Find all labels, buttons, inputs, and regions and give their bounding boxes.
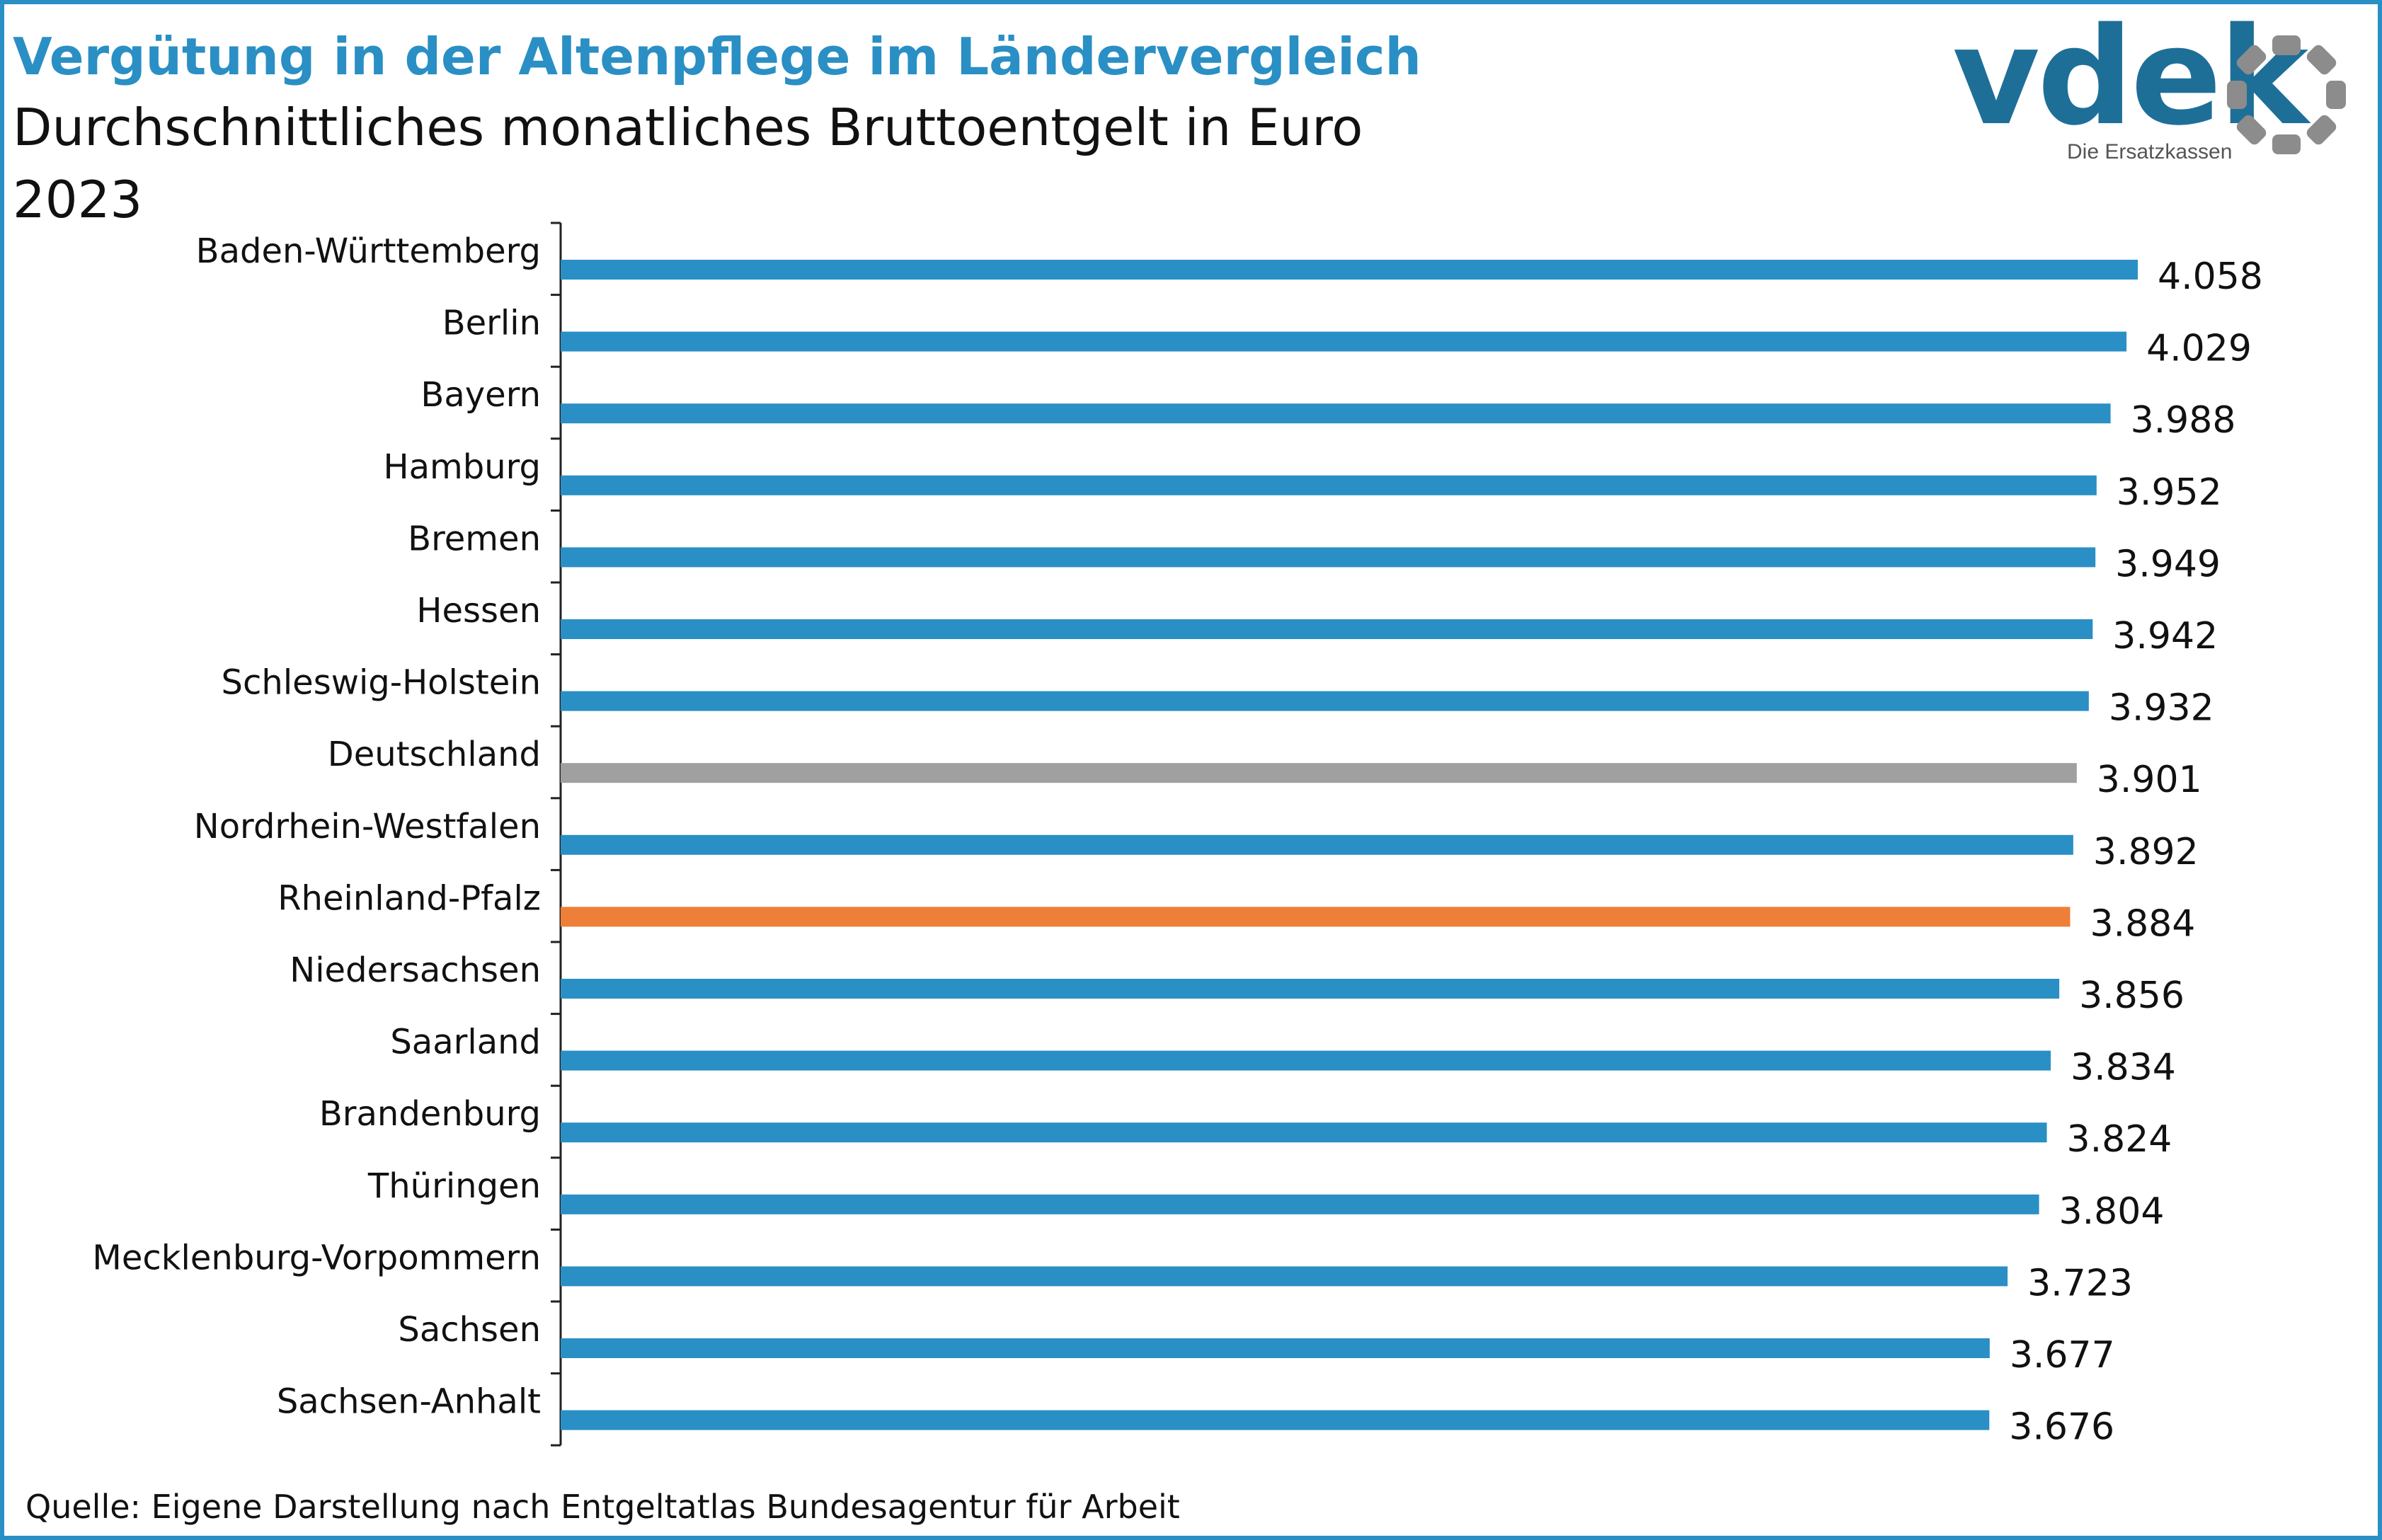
data-label: 3.723 [2027,1262,2133,1304]
bar [561,475,2097,495]
vdek-logo: vdek Die Ersatzkassen [1947,10,2357,170]
category-label: Hessen [416,591,541,631]
data-label: 3.884 [2090,902,2195,945]
category-label: Deutschland [328,735,541,774]
category-label: Berlin [442,304,541,343]
data-label: 3.901 [2097,759,2202,801]
data-label: 3.676 [2009,1406,2114,1449]
logo-ring-icon [2227,35,2346,154]
data-label: 4.029 [2146,328,2252,370]
data-label: 3.804 [2059,1190,2165,1233]
logo-tagline: Die Ersatzkassen [2067,140,2233,163]
data-label: 3.892 [2093,831,2199,873]
category-label: Saarland [390,1023,541,1062]
data-label: 3.856 [2079,975,2185,1017]
bar [561,331,2127,352]
category-label: Sachsen [398,1310,541,1350]
bar [561,403,2111,424]
data-label: 4.058 [2158,255,2263,298]
bar [561,260,2138,280]
bar [561,1050,2051,1071]
bar [561,1338,1990,1358]
chart-year: 2023 [13,170,143,229]
bar [561,1410,1990,1430]
bar [561,763,2077,783]
source-note: Quelle: Eigene Darstellung nach Entgelta… [25,1488,1180,1526]
category-label: Nordrhein-Westfalen [194,807,541,846]
chart-subtitle: Durchschnittliches monatliches Bruttoent… [13,98,1363,157]
category-label: Rheinland-Pfalz [277,878,541,918]
bar [561,547,2096,568]
bar [561,834,2073,855]
data-label: 3.834 [2071,1047,2176,1089]
bar [561,1266,2008,1287]
data-label: 3.824 [2067,1118,2172,1161]
category-label: Sachsen-Anhalt [277,1382,541,1422]
data-label: 3.988 [2131,399,2236,442]
data-label: 3.949 [2115,543,2221,585]
logo-ring-segment [2236,45,2267,75]
category-label: Hamburg [383,447,541,487]
category-label: Bremen [408,519,541,558]
logo-ring-segment [2326,81,2346,109]
bar [561,907,2071,927]
category-label: Bayern [420,375,541,415]
data-label: 3.677 [2010,1334,2115,1377]
data-label: 3.952 [2117,471,2222,514]
category-label: Brandenburg [319,1094,541,1134]
bar-chart: Baden-Württemberg 4.058 Berlin 4.029 Bayern 3… [92,222,2263,1449]
category-label: Mecklenburg-Vorpommern [92,1238,541,1277]
chart-title: Vergütung in der Altenpflege im Länderve… [13,27,1421,86]
logo-ring-segment [2306,45,2337,75]
logo-ring-segment [2272,134,2301,154]
logo-ring-segment [2272,35,2301,55]
data-label: 3.932 [2109,687,2214,730]
bar [561,979,2060,999]
category-label: Thüringen [367,1166,541,1206]
category-label: Schleswig-Holstein [222,663,541,703]
data-label: 3.942 [2112,615,2218,657]
logo-ring-segment [2236,115,2267,145]
category-label: Baden-Württemberg [196,231,541,271]
bar [561,691,2089,711]
bar [561,1122,2047,1143]
category-label: Niedersachsen [290,950,541,990]
logo-ring-segment [2306,115,2337,145]
logo-ring-segment [2227,81,2247,109]
bar [561,1194,2039,1214]
bar [561,619,2093,639]
